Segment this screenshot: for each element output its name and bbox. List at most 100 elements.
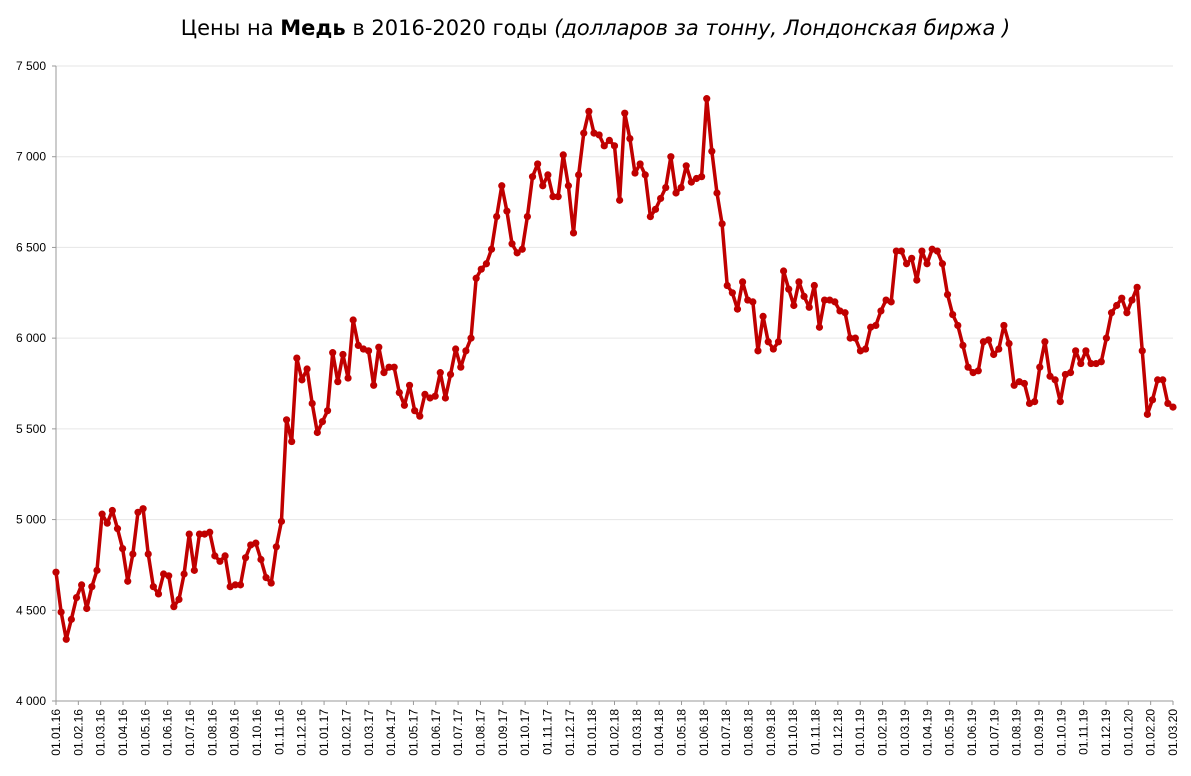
data-point bbox=[820, 296, 829, 304]
data-point bbox=[1118, 294, 1126, 302]
data-point bbox=[1046, 372, 1054, 380]
title-prefix: Цены на bbox=[180, 16, 281, 40]
data-point bbox=[272, 543, 280, 551]
data-point bbox=[216, 557, 224, 565]
data-point bbox=[298, 376, 306, 384]
x-tick-label: 01.05.19 bbox=[943, 709, 957, 756]
data-point bbox=[395, 388, 403, 397]
data-point bbox=[277, 517, 286, 525]
data-point bbox=[938, 260, 947, 268]
data-point bbox=[754, 347, 762, 355]
data-point bbox=[913, 276, 921, 284]
data-point bbox=[641, 171, 649, 179]
x-tick-label: 01.12.16 bbox=[295, 709, 309, 756]
data-point bbox=[902, 260, 911, 268]
data-point bbox=[851, 334, 859, 342]
data-point bbox=[487, 245, 496, 253]
data-point bbox=[436, 369, 444, 377]
data-point bbox=[651, 205, 660, 213]
y-tick-label: 5 500 bbox=[16, 422, 46, 436]
data-point bbox=[892, 247, 900, 255]
x-tick-label: 01.02.18 bbox=[608, 709, 622, 756]
data-point bbox=[231, 581, 239, 589]
data-point bbox=[605, 136, 613, 144]
data-point bbox=[134, 508, 142, 516]
data-point bbox=[119, 545, 127, 553]
data-point bbox=[190, 566, 198, 574]
data-point bbox=[1159, 376, 1167, 384]
data-point bbox=[877, 307, 885, 315]
x-tick-label: 01.03.18 bbox=[630, 709, 644, 756]
data-point bbox=[1138, 347, 1146, 355]
data-point bbox=[657, 194, 665, 203]
x-tick-label: 01.01.19 bbox=[853, 709, 867, 756]
data-point bbox=[1097, 358, 1105, 366]
data-point bbox=[457, 363, 465, 371]
x-tick-label: 01.07.19 bbox=[987, 709, 1001, 756]
data-point bbox=[841, 309, 849, 317]
x-tick-label: 01.06.18 bbox=[697, 709, 711, 756]
data-point bbox=[667, 153, 675, 161]
data-point bbox=[564, 182, 572, 190]
data-point bbox=[405, 381, 414, 389]
x-tick-label: 01.12.19 bbox=[1099, 709, 1113, 756]
data-point bbox=[626, 134, 634, 143]
x-tick-label: 01.09.17 bbox=[496, 709, 510, 756]
data-point bbox=[139, 505, 147, 513]
x-tick-label: 01.08.19 bbox=[1010, 709, 1024, 756]
data-point bbox=[805, 303, 813, 311]
data-point bbox=[631, 169, 639, 177]
data-point bbox=[416, 412, 424, 420]
data-point bbox=[364, 347, 373, 355]
data-point bbox=[1005, 339, 1013, 348]
data-point bbox=[195, 530, 204, 538]
data-point bbox=[621, 109, 629, 117]
data-point bbox=[1102, 334, 1110, 342]
x-tick-label: 01.02.20 bbox=[1144, 709, 1158, 756]
y-tick-label: 7 000 bbox=[16, 150, 46, 164]
data-point bbox=[370, 381, 378, 389]
data-point bbox=[990, 350, 998, 359]
data-point bbox=[262, 574, 270, 582]
data-point bbox=[718, 220, 726, 228]
data-point bbox=[313, 428, 321, 437]
x-tick-label: 01.03.19 bbox=[898, 709, 912, 756]
title-units: (долларов за тонну, Лондонская биржа ) bbox=[554, 16, 1011, 40]
data-point bbox=[539, 182, 547, 190]
y-tick-labels: 4 000 4 500 5 000 5 500 6 000 6 500 7 000 7 500 bbox=[16, 59, 46, 708]
data-point bbox=[585, 107, 593, 115]
data-point bbox=[52, 568, 60, 576]
data-point bbox=[385, 363, 393, 371]
data-point bbox=[774, 338, 783, 346]
data-point bbox=[503, 207, 511, 215]
data-point bbox=[887, 298, 895, 306]
x-tick-label: 01.02.19 bbox=[876, 709, 890, 756]
data-point bbox=[580, 129, 588, 137]
x-tick-label: 01.01.20 bbox=[1121, 709, 1135, 756]
x-tick-label: 01.09.16 bbox=[228, 709, 242, 756]
data-point bbox=[400, 401, 409, 409]
data-point bbox=[354, 341, 362, 349]
data-point bbox=[124, 577, 132, 585]
x-tick-label: 01.06.16 bbox=[161, 709, 175, 756]
data-point bbox=[185, 530, 193, 538]
data-point bbox=[467, 334, 475, 342]
data-point bbox=[933, 247, 941, 255]
data-point bbox=[221, 552, 229, 560]
data-point bbox=[534, 160, 542, 168]
data-point bbox=[943, 291, 952, 299]
x-tick-label: 01.11.19 bbox=[1077, 709, 1091, 755]
data-point bbox=[528, 173, 537, 181]
data-point bbox=[513, 249, 521, 257]
data-point bbox=[446, 370, 455, 379]
data-point bbox=[129, 550, 137, 558]
data-point bbox=[1066, 369, 1075, 377]
x-tick-label: 01.01.17 bbox=[317, 709, 331, 756]
data-point bbox=[682, 162, 690, 170]
data-point bbox=[785, 285, 793, 293]
data-point bbox=[575, 171, 583, 179]
data-point bbox=[282, 416, 291, 424]
data-point bbox=[723, 281, 731, 290]
x-tick-label: 01.01.16 bbox=[49, 709, 63, 756]
x-tick-label: 01.07.17 bbox=[451, 709, 465, 756]
